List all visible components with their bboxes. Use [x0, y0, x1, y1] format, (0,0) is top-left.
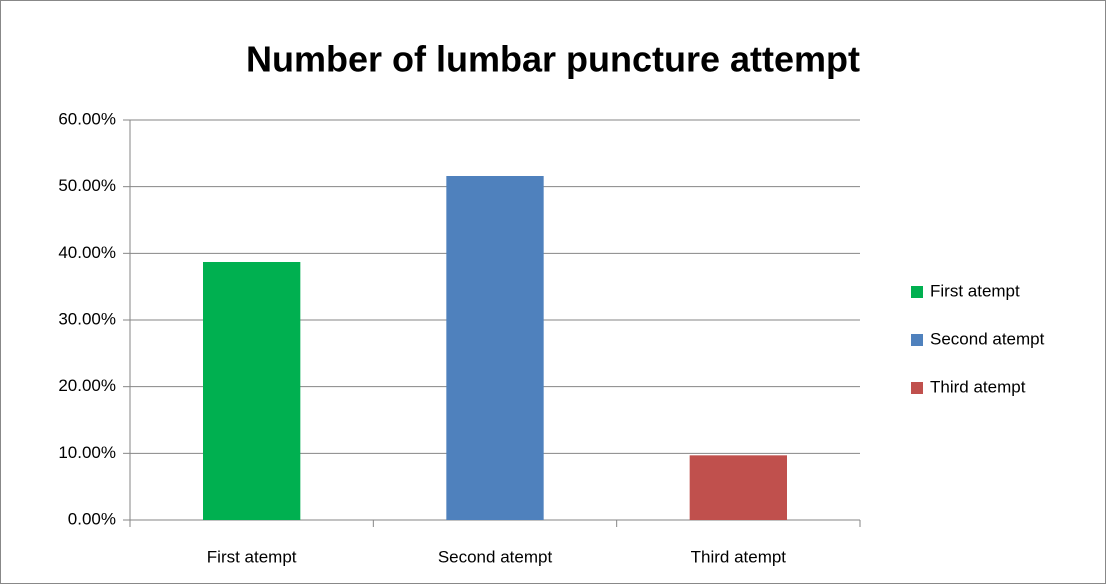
y-tick-label: 0.00% [68, 509, 116, 528]
x-tick-label: Third atempt [691, 547, 787, 566]
x-tick-label: Second atempt [438, 547, 553, 566]
y-tick-label: 30.00% [58, 309, 116, 328]
y-tick-label: 60.00% [58, 109, 116, 128]
legend-label: Second atempt [930, 329, 1045, 348]
legend-swatch [911, 382, 923, 394]
legend-label: First atempt [930, 281, 1020, 300]
legend-swatch [911, 334, 923, 346]
y-tick-label: 10.00% [58, 443, 116, 462]
y-tick-label: 50.00% [58, 176, 116, 195]
x-tick-label: First atempt [207, 547, 297, 566]
bar [203, 262, 301, 520]
bar [446, 176, 544, 520]
bar [689, 455, 787, 520]
legend-label: Third atempt [930, 377, 1026, 396]
y-tick-label: 20.00% [58, 376, 116, 395]
y-tick-label: 40.00% [58, 243, 116, 262]
chart-title: Number of lumbar puncture attempt [246, 39, 860, 80]
legend-swatch [911, 286, 923, 298]
